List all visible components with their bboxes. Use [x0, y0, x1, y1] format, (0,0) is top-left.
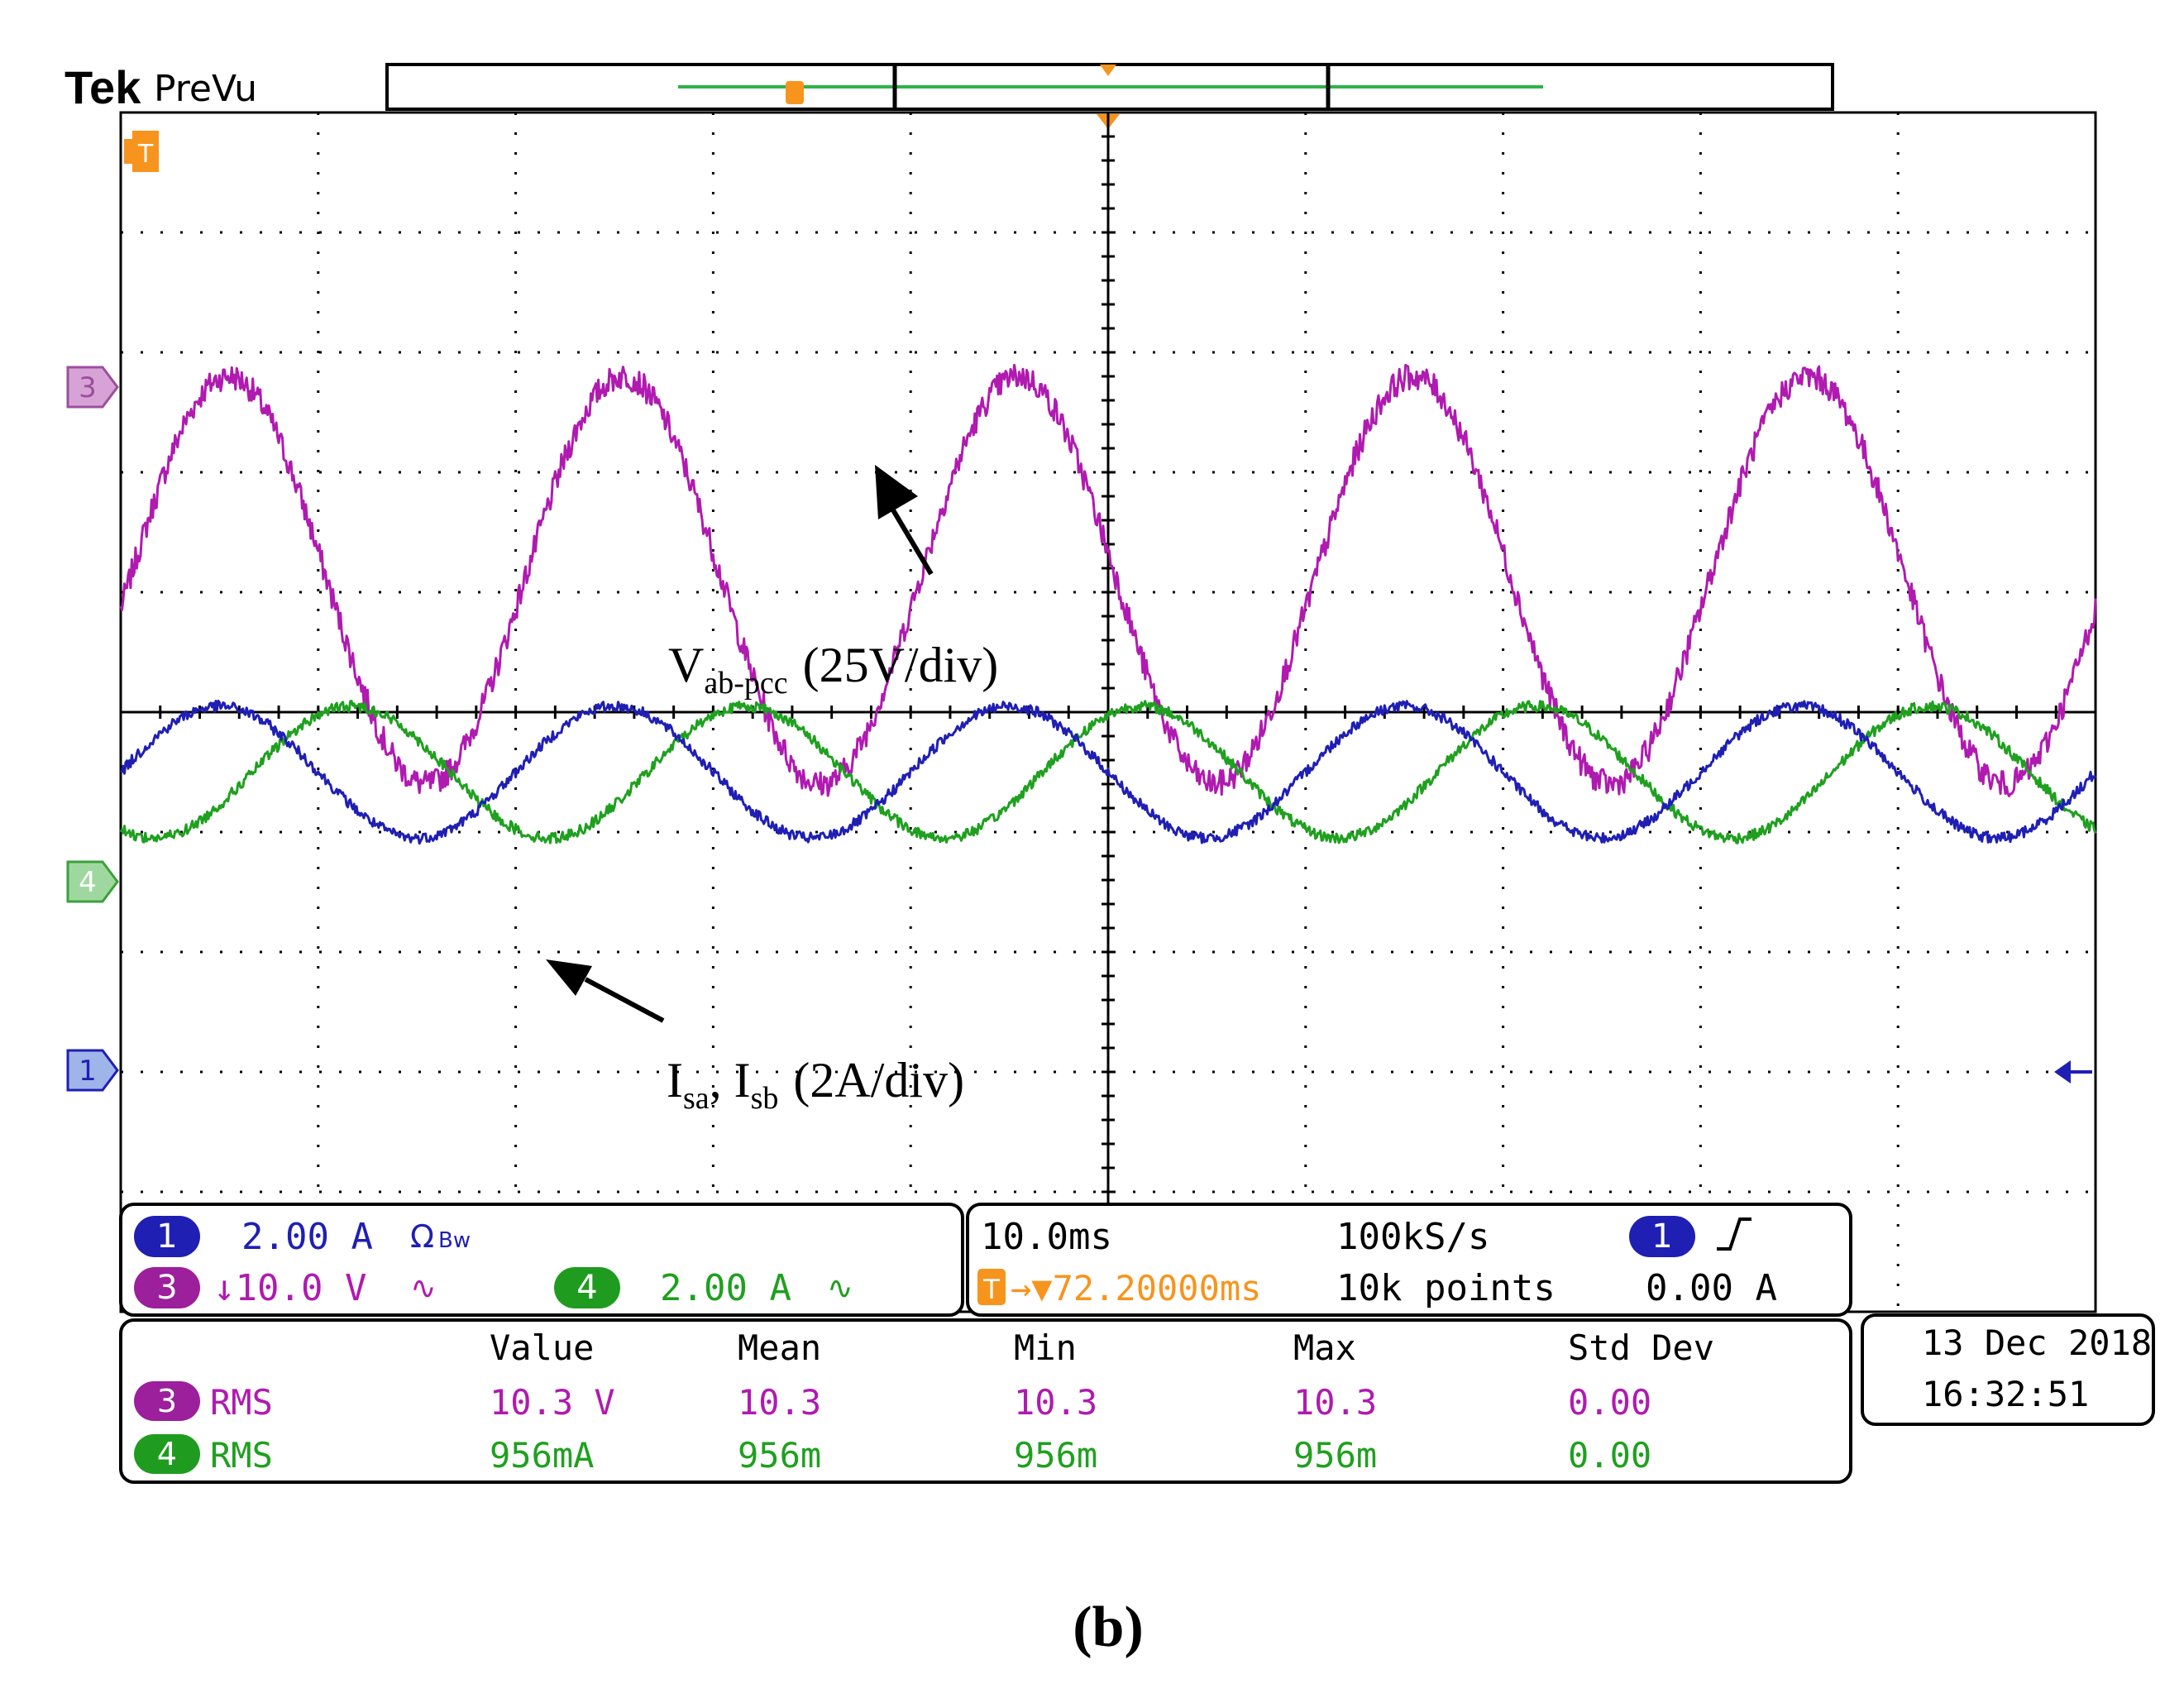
ch1-bandwidth-icon: Ω: [410, 1218, 434, 1255]
ch3-ground-marker: 3: [66, 366, 119, 409]
header-value: Value: [490, 1327, 594, 1368]
ch1-badge: 1: [156, 1217, 177, 1256]
header-stddev: Std Dev: [1568, 1327, 1714, 1368]
record-length: 10k points: [1336, 1267, 1556, 1309]
current-arrow: [546, 959, 665, 1023]
current-annotation: Isa, Isb (2A/div): [667, 1053, 964, 1116]
ch1-current-waveform: [119, 699, 2097, 845]
meas-row2-value: 956mA: [490, 1435, 594, 1476]
meas-row1-max: 10.3: [1293, 1382, 1377, 1423]
ch1-scale: 2.00 A: [241, 1216, 373, 1258]
svg-text:T: T: [137, 140, 154, 169]
meas-row1-mean: 10.3: [738, 1382, 821, 1423]
datetime-panel: 13 Dec 2018 16:32:51: [1861, 1313, 2155, 1426]
meas-row2-mean: 956m: [738, 1435, 821, 1476]
trigger-badge: T: [982, 1274, 1000, 1305]
ch4-badge: 4: [576, 1269, 597, 1307]
ch1-trigger-level-arrow: [2054, 1060, 2092, 1084]
meas-row2-stddev: 0.00: [1568, 1435, 1651, 1476]
ch3-scale: ↓10.0 V: [213, 1267, 366, 1309]
ch4-ground-marker: 4: [66, 860, 119, 903]
ch4-current-waveform: [119, 700, 2097, 844]
header-mean: Mean: [738, 1327, 821, 1368]
measurement-panel[interactable]: Value Mean Min Max Std Dev 3 RMS 10.3 V …: [119, 1318, 1852, 1484]
meas-row1-stddev: 0.00: [1568, 1382, 1651, 1423]
ch4-coupling-icon: ∿: [827, 1270, 853, 1306]
meas-row1-ch: 3: [157, 1383, 177, 1419]
date-label: 13 Dec 2018: [1922, 1323, 2152, 1363]
svg-text:4: 4: [79, 866, 97, 899]
ch3-coupling-icon: ∿: [410, 1270, 437, 1306]
header-min: Min: [1014, 1327, 1077, 1368]
ch3-voltage-waveform: [119, 363, 2097, 797]
trigger-marker: T: [124, 131, 159, 172]
header-max: Max: [1293, 1327, 1356, 1368]
meas-row2-ch: 4: [157, 1436, 177, 1472]
trigger-position: →▼72.20000ms: [1011, 1268, 1261, 1308]
ch1-bw-limit-icon: Bw: [438, 1228, 471, 1253]
record-overview-bar[interactable]: [385, 63, 1834, 111]
trigger-source-badge: 1: [1651, 1217, 1672, 1256]
meas-row2-min: 956m: [1014, 1435, 1097, 1476]
meas-row1-min: 10.3: [1014, 1382, 1097, 1423]
channel-settings-panel[interactable]: 1 2.00 A Ω Bw 3 ↓10.0 V ∿ 4 2.00 A ∿: [119, 1203, 964, 1317]
ch3-badge: 3: [156, 1269, 177, 1307]
sample-rate: 100kS/s: [1336, 1216, 1489, 1258]
meas-row2-max: 956m: [1293, 1435, 1377, 1476]
meas-row1-value: 10.3 V: [490, 1382, 615, 1423]
horizontal-trigger-panel[interactable]: 10.0ms 100kS/s 1 T →▼72.20000ms 10k poin…: [966, 1203, 1852, 1317]
mode-label: PreVu: [154, 68, 257, 110]
ch4-scale: 2.00 A: [660, 1267, 791, 1309]
timebase: 10.0ms: [981, 1216, 1112, 1258]
brand-label: Tek: [65, 61, 141, 113]
meas-row2-type: RMS: [210, 1435, 273, 1476]
time-label: 16:32:51: [1922, 1374, 2089, 1414]
voltage-annotation: Vab-pcc (25V/div): [668, 638, 998, 701]
rising-edge-icon: [1717, 1217, 1752, 1251]
svg-text:1: 1: [79, 1055, 97, 1088]
figure-caption: (b): [1073, 1595, 1144, 1659]
trigger-level: 0.00 A: [1646, 1267, 1777, 1309]
svg-text:3: 3: [79, 371, 97, 404]
voltage-arrow: [875, 465, 934, 576]
meas-row1-type: RMS: [210, 1382, 273, 1423]
ch1-ground-marker: 1: [66, 1049, 119, 1092]
